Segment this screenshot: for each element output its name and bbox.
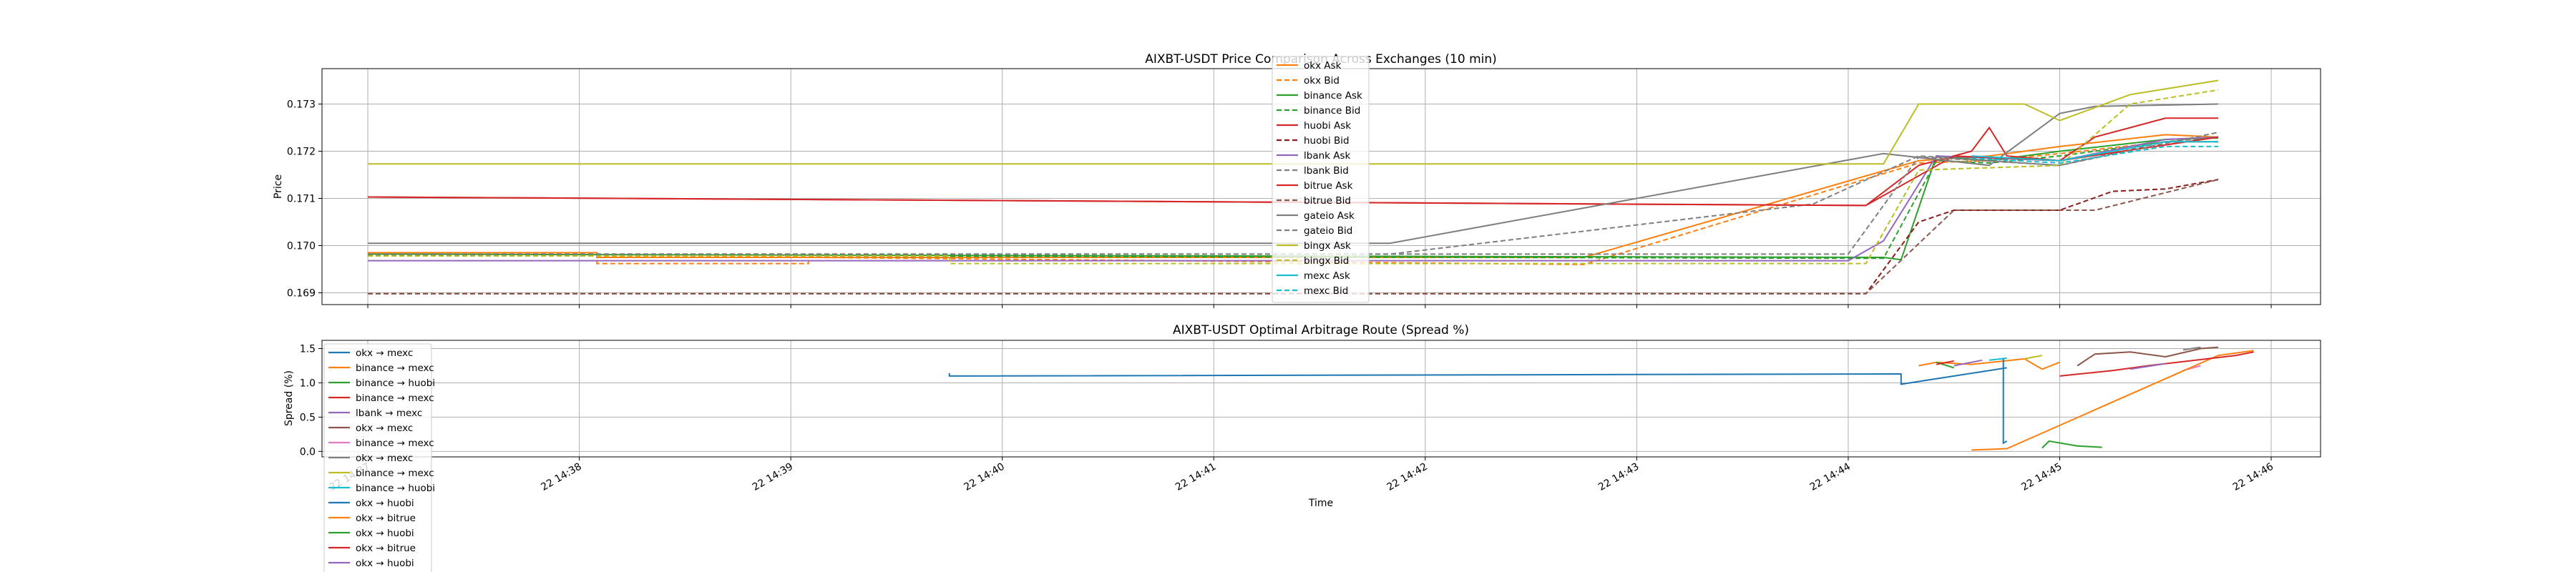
x-tick-label: 22 14:46: [2231, 461, 2275, 493]
legend-entry-label: okx → huobi: [356, 558, 414, 569]
legend-entry-label: binance → huobi: [356, 483, 435, 494]
x-tick-label: 22 14:40: [962, 461, 1006, 493]
series-line-binance-mexc: [1918, 358, 2060, 370]
legend-entry-label: okx Ask: [1304, 60, 1342, 72]
legend-entry-label: lbank Ask: [1304, 150, 1351, 162]
series-line-okx-mexc: [2077, 346, 2219, 367]
legend-entry-label: okx → mexc: [356, 423, 413, 434]
series-line-okx-mexc: [948, 367, 2007, 385]
legend-entry-label: okx → bitrue: [356, 543, 416, 554]
series-line-bitrue-bid: [368, 179, 2219, 295]
legend-entry-label: huobi Bid: [1304, 135, 1350, 147]
series-line-okx-bid: [368, 141, 2219, 265]
legend-entry-label: okx Bid: [1304, 75, 1340, 87]
series-line-okx-bitrue: [1971, 350, 2254, 451]
spread-chart-title: AIXBT-USDT Optimal Arbitrage Route (Spre…: [1173, 323, 1469, 337]
legend-entry-label: binance Bid: [1304, 105, 1360, 117]
legend-entry-label: gateio Bid: [1304, 225, 1352, 237]
legend-box: [1272, 56, 1370, 303]
legend-entry-label: bitrue Bid: [1304, 195, 1351, 207]
legend-entry-label: bingx Ask: [1304, 240, 1351, 252]
price-y-axis-label: Price: [273, 174, 284, 199]
price-legend: okx Ask okx Bid binance Ask binance Bid huob…: [1272, 56, 1370, 303]
legend-entry-label: lbank → mexc: [356, 408, 422, 419]
y-tick-label: 0.0: [300, 446, 316, 458]
x-tick-label: 22 14:39: [751, 461, 795, 493]
y-tick-label: 1.0: [300, 378, 316, 389]
y-tick-label: 0.171: [287, 194, 316, 205]
spread-plot-frame: [321, 340, 2321, 458]
legend-entry-label: bitrue Ask: [1304, 180, 1353, 192]
price-y-ticks: 0.169 0.170 0.171 0.172 0.173: [287, 99, 322, 300]
series-line-bingx-bid: [368, 89, 2219, 265]
arbitrage-spread-chart: AIXBT-USDT Optimal Arbitrage Route (Spre…: [283, 323, 2321, 572]
series-line-mexc-ask: [1971, 141, 2219, 162]
legend-entry-label: mexc Ask: [1304, 270, 1350, 282]
legend-entry-label: binance → mexc: [356, 438, 434, 449]
price-x-ticks: [367, 305, 2272, 308]
y-tick-label: 0.169: [287, 288, 316, 300]
series-line-binance-mexc: [2024, 355, 2043, 360]
y-tick-label: 0.172: [287, 147, 316, 158]
series-line-mexc-bid: [1971, 145, 2219, 164]
legend-entry-label: lbank Bid: [1304, 165, 1349, 177]
spread-plot-area: [322, 340, 2321, 457]
price-comparison-chart: AIXBT-USDT Price Comparison Across Excha…: [273, 52, 2321, 308]
spread-y-ticks: 0.0 0.5 1.0 1.5: [300, 344, 322, 458]
legend-box: [323, 343, 432, 572]
y-tick-label: 1.5: [300, 344, 316, 355]
legend-entry-label: okx → bitrue: [356, 513, 416, 524]
legend-entry-label: gateio Ask: [1304, 210, 1355, 222]
x-tick-label: 22 14:38: [539, 461, 583, 493]
series-line-gateio-ask: [368, 103, 2219, 245]
spread-y-axis-label: Spread (%): [283, 370, 295, 426]
x-tick-label: 22 14:42: [1385, 461, 1430, 493]
series-line-okx-huobi: [2129, 363, 2166, 370]
x-tick-label: 22 14:43: [1596, 461, 1641, 493]
legend-entry-label: okx → huobi: [356, 528, 414, 539]
legend-entry-label: okx → huobi: [356, 498, 414, 509]
spread-x-axis-label: Time: [1308, 498, 1333, 509]
series-line-huobi-ask: [367, 117, 2219, 207]
spread-legend: okx → mexc binance → mexc binance → huobi b…: [323, 343, 435, 572]
series-line-okx-huobi: [2041, 440, 2102, 449]
series-line-lbank-mexc: [1953, 359, 1983, 367]
series-line-okx-mexc: [2182, 346, 2201, 351]
legend-entry-label: okx → mexc: [356, 453, 413, 464]
legend-entry-label: binance → mexc: [356, 468, 434, 479]
series-line-binance-bid: [367, 141, 2219, 260]
x-tick-label: 22 14:44: [1808, 461, 1853, 493]
legend-entry-label: mexc Bid: [1304, 285, 1348, 297]
legend-entry-label: binance → huobi: [356, 378, 435, 389]
legend-entry-label: binance Ask: [1304, 90, 1362, 102]
legend-entry-label: binance → mexc: [356, 363, 434, 374]
legend-entry-label: okx → mexc: [356, 347, 413, 359]
series-line-binance-mexc: [1936, 360, 1954, 365]
y-tick-label: 0.173: [287, 99, 316, 111]
x-tick-label: 22 14:41: [1174, 461, 1218, 493]
y-tick-label: 0.5: [300, 412, 316, 423]
series-line-okx-huobi: [2002, 358, 2008, 445]
spread-series-lines: [948, 346, 2254, 451]
legend-entry-label: binance → mexc: [356, 393, 434, 404]
spread-gridlines: [322, 340, 2321, 457]
legend-entry-label: bingx Bid: [1304, 255, 1349, 267]
series-line-binance-huobi: [1989, 357, 2007, 361]
series-line-bingx-ask: [368, 79, 2219, 165]
y-tick-label: 0.170: [287, 241, 316, 252]
legend-entry-label: huobi Ask: [1304, 120, 1351, 132]
x-tick-label: 22 14:45: [2019, 461, 2064, 493]
